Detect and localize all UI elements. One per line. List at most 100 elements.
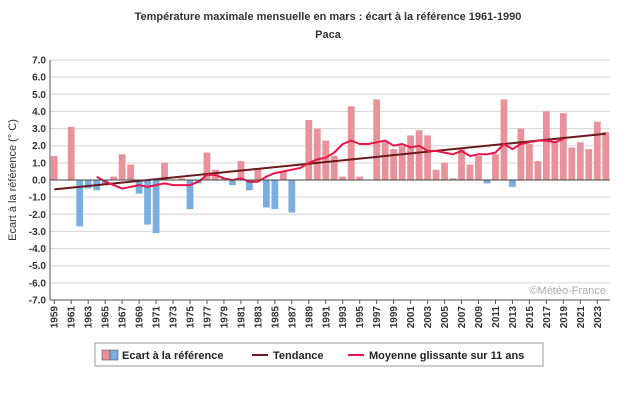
y-tick-label: 2.0 — [32, 141, 46, 152]
bar — [152, 180, 160, 234]
bar — [466, 164, 474, 180]
bar — [551, 140, 559, 180]
bar — [305, 120, 313, 180]
x-tick-label: 2009 — [474, 306, 485, 329]
legend: Ecart à la référence Tendance Moyenne gl… — [94, 342, 544, 367]
x-axis: 1959 1961 1963 1965 1967 1969 1971 1973 1975 1977… — [50, 300, 604, 328]
bar — [356, 176, 364, 180]
bar — [381, 142, 389, 180]
x-tick-label: 1967 — [118, 306, 129, 329]
x-tick-label: 1985 — [270, 306, 281, 329]
bar — [373, 99, 381, 180]
x-tick-label: 1969 — [135, 306, 146, 329]
bar — [246, 180, 253, 191]
x-tick-label: 2001 — [406, 306, 417, 329]
bar — [288, 180, 296, 213]
bar — [576, 142, 584, 180]
y-tick-label: -2.0 — [29, 210, 47, 221]
x-tick-label: 2005 — [440, 306, 451, 329]
x-tick-label: 2021 — [576, 306, 587, 329]
bar — [542, 111, 550, 180]
y-tick-label: 1.0 — [32, 158, 46, 169]
bar — [559, 113, 567, 180]
bar — [339, 176, 347, 180]
bar — [118, 154, 126, 180]
y-tick-label: -4.0 — [29, 244, 47, 255]
bar — [424, 135, 431, 180]
legend-swatch-positive — [101, 349, 111, 361]
legend-box — [94, 342, 544, 367]
legend-label-moyenne: Moyenne glissante sur 11 ans — [369, 350, 524, 362]
x-tick-label: 2023 — [593, 306, 604, 329]
x-tick-label: 1963 — [84, 306, 95, 329]
bar — [441, 162, 448, 180]
y-tick-label: 4.0 — [32, 107, 46, 118]
bar — [517, 128, 525, 180]
x-tick-label: 2015 — [525, 306, 536, 329]
bar — [398, 145, 406, 180]
bar — [526, 144, 533, 180]
bar — [203, 152, 211, 180]
bar — [144, 180, 151, 225]
bar — [347, 106, 355, 180]
bar — [229, 180, 236, 186]
x-tick-label: 1971 — [152, 306, 163, 329]
bar — [534, 161, 542, 180]
x-tick-label: 1991 — [321, 306, 332, 329]
bar — [322, 140, 330, 180]
bar — [602, 132, 610, 180]
bar — [415, 130, 423, 180]
bar — [186, 180, 194, 210]
x-tick-label: 2011 — [491, 306, 502, 328]
x-tick-label: 1987 — [287, 306, 298, 329]
x-tick-label: 2007 — [457, 306, 468, 329]
x-tick-label: 1981 — [236, 306, 247, 329]
bar — [585, 149, 593, 180]
y-tick-label: -3.0 — [29, 227, 47, 238]
bar — [67, 126, 75, 180]
bar — [330, 156, 338, 180]
x-tick-label: 1975 — [186, 306, 197, 329]
grid — [50, 59, 610, 301]
y-axis-label: Ecart à la référence (° C) — [7, 119, 19, 241]
chart-title: Température maximale mensuelle en mars :… — [135, 11, 522, 23]
moving-average-line — [96, 137, 564, 190]
y-tick-label: 7.0 — [32, 56, 46, 67]
x-tick-label: 2019 — [559, 306, 570, 329]
plot-frame — [49, 60, 610, 301]
bar — [432, 169, 440, 180]
bar — [135, 180, 143, 194]
bar — [110, 176, 118, 180]
bar — [449, 178, 457, 180]
bar — [262, 180, 270, 208]
bar — [279, 171, 287, 180]
x-tick-label: 1959 — [50, 306, 61, 329]
y-tick-label: -1.0 — [29, 193, 47, 204]
bar — [593, 121, 601, 180]
x-tick-label: 1993 — [338, 306, 349, 329]
x-tick-label: 2017 — [542, 306, 553, 329]
x-tick-label: 1983 — [253, 306, 264, 329]
y-tick-label: -7.0 — [29, 296, 47, 307]
x-tick-label: 1965 — [101, 306, 112, 329]
bar — [254, 168, 262, 180]
x-tick-label: 1973 — [169, 306, 180, 329]
bar — [313, 128, 321, 180]
chart-subtitle: Paca — [315, 29, 342, 41]
y-tick-label: -5.0 — [29, 261, 47, 272]
bar — [475, 156, 482, 180]
y-tick-label: 3.0 — [32, 124, 46, 135]
bar — [76, 180, 84, 227]
credit-label: ©Météo-France — [529, 285, 606, 297]
bar — [509, 180, 516, 187]
x-tick-label: 2013 — [508, 306, 519, 329]
bar — [84, 180, 92, 189]
legend-swatch-negative — [109, 349, 119, 361]
bar — [458, 149, 465, 180]
x-tick-label: 1997 — [372, 306, 383, 329]
bar — [500, 99, 508, 180]
bar — [127, 164, 134, 180]
x-tick-label: 1977 — [202, 306, 213, 329]
y-tick-label: 6.0 — [32, 73, 46, 84]
